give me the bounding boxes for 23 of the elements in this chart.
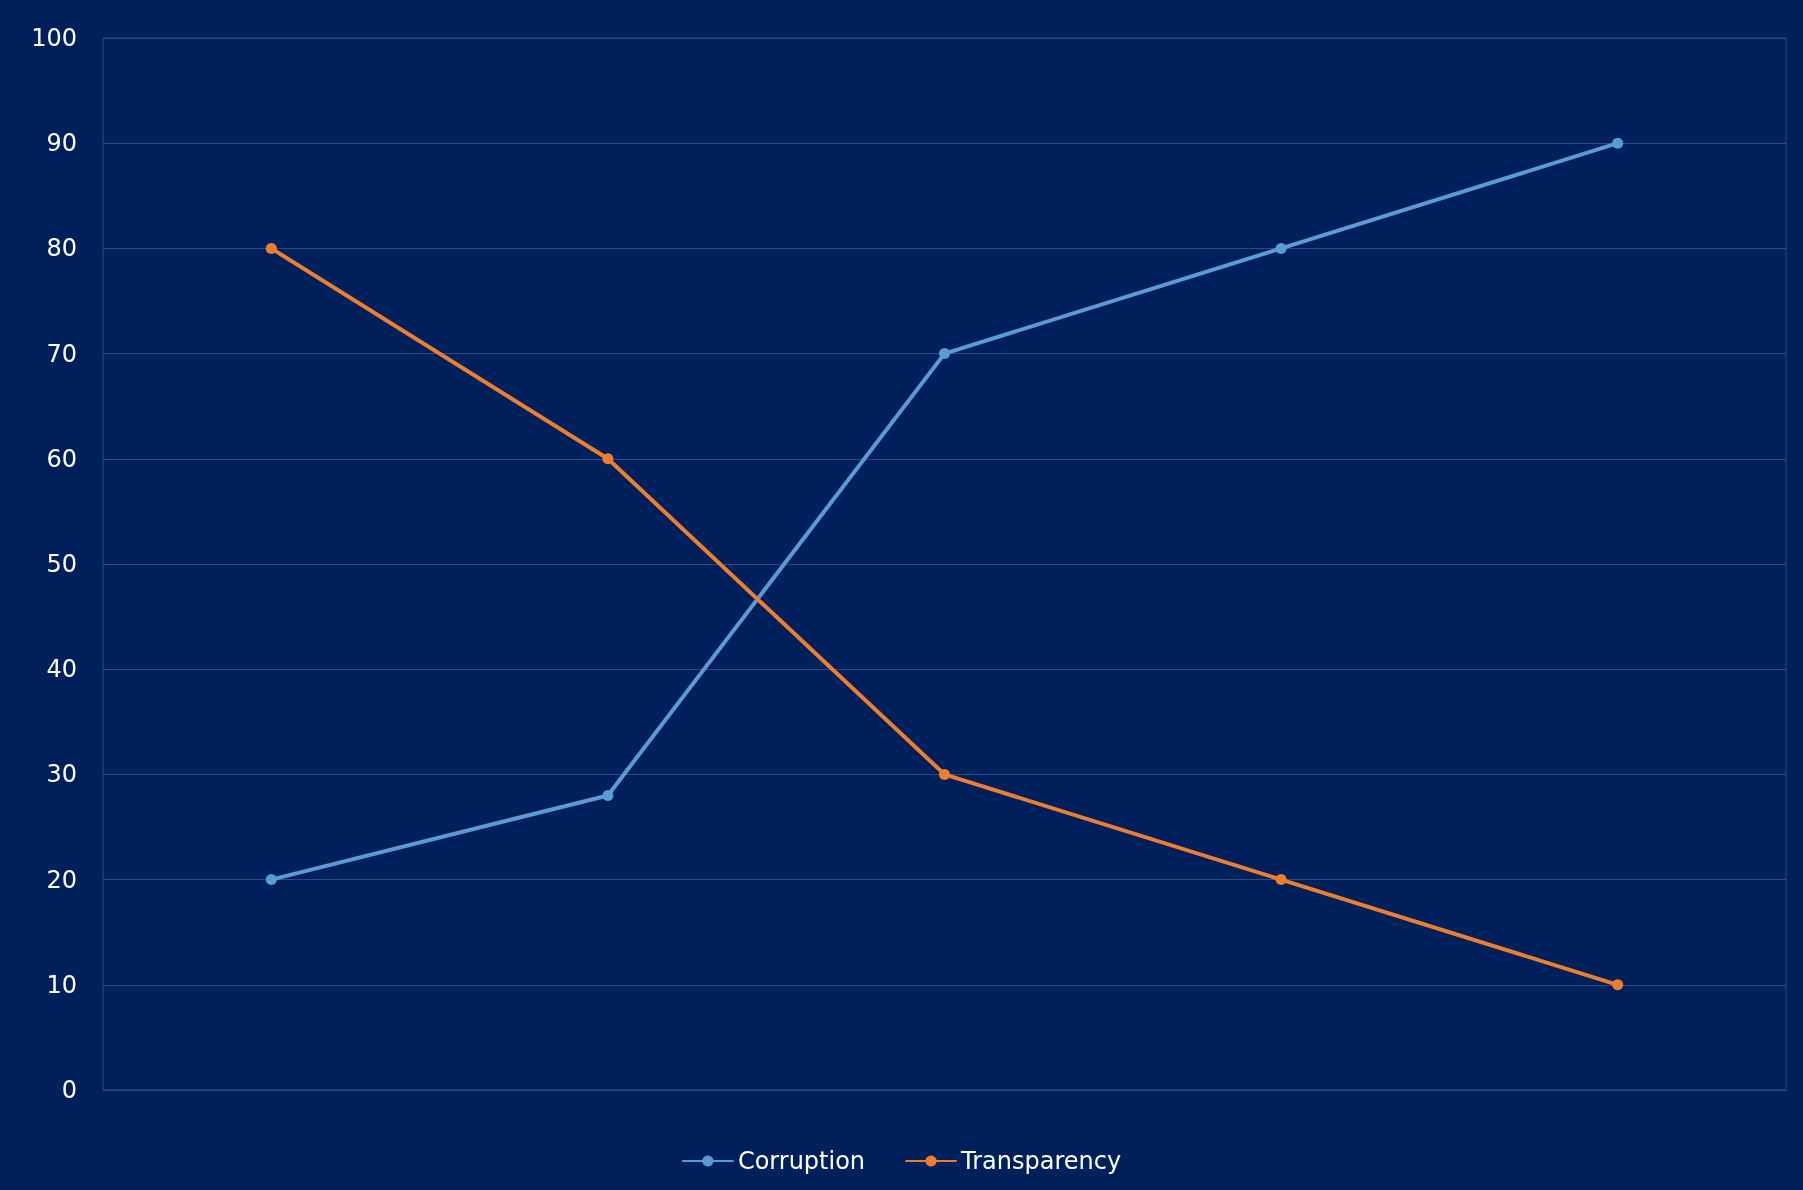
- point: [939, 348, 950, 360]
- point: [1612, 979, 1624, 991]
- y-tick-label: 100: [31, 24, 77, 52]
- point: [602, 789, 614, 801]
- point: [265, 242, 277, 254]
- legend-label: Transparency: [960, 1147, 1122, 1175]
- point: [1275, 874, 1287, 886]
- y-tick-label: 80: [46, 234, 77, 263]
- point: [939, 768, 950, 780]
- y-tick-label: 10: [46, 970, 77, 999]
- y-tick-label: 60: [46, 444, 77, 473]
- y-tick-label: 50: [46, 550, 77, 578]
- y-tick-label: 0: [61, 1076, 77, 1104]
- point: [265, 874, 277, 886]
- point: [1275, 242, 1287, 254]
- y-tick-label: 20: [46, 865, 77, 894]
- y-tick-label: 90: [46, 129, 77, 158]
- y-tick-label: 40: [46, 655, 77, 684]
- point: [1612, 137, 1624, 149]
- y-tick-label: 30: [46, 760, 77, 789]
- legend-label: Corruption: [737, 1147, 866, 1175]
- point: [602, 453, 614, 465]
- y-tick-label: 70: [46, 339, 77, 368]
